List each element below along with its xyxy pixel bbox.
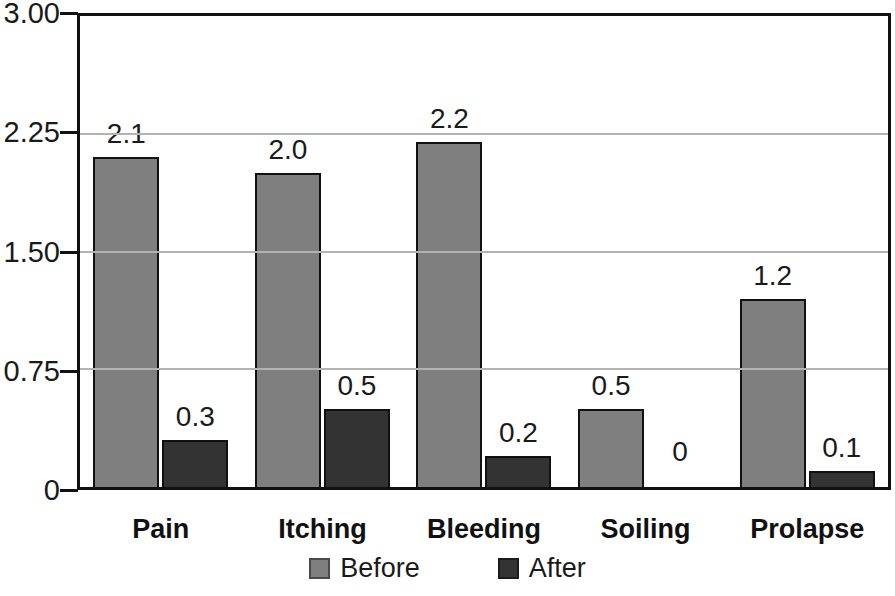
legend-item-after: After xyxy=(498,553,586,583)
bar-before-soiling xyxy=(578,409,644,487)
category-label-soiling: Soiling xyxy=(565,514,727,544)
gridline xyxy=(80,251,888,253)
plot-area: 2.10.32.00.52.20.20.501.20.1 xyxy=(77,13,891,490)
y-axis-tick-label: 2.25 xyxy=(0,117,60,147)
bar-after-prolapse xyxy=(809,471,875,487)
legend-swatch-after xyxy=(498,558,519,579)
legend-item-before: Before xyxy=(309,553,420,583)
legend-label-after: After xyxy=(529,553,586,583)
y-axis-tick-mark xyxy=(60,131,78,134)
legend: Before After xyxy=(0,553,895,583)
bar-before-bleeding xyxy=(416,142,482,487)
bar-after-itching xyxy=(324,409,390,487)
bar-after-pain xyxy=(162,440,228,487)
bar-value-label: 0.1 xyxy=(822,433,861,463)
y-axis-tick-label: 0 xyxy=(0,475,60,505)
grouped-bar-chart: 2.10.32.00.52.20.20.501.20.1 BeforeAfter… xyxy=(0,0,895,596)
y-axis-tick-mark xyxy=(60,370,78,373)
bar-value-label: 0.3 xyxy=(176,402,215,432)
y-axis-tick-label: 1.50 xyxy=(0,237,60,267)
category-label-prolapse: Prolapse xyxy=(726,514,888,544)
bar-before-pain xyxy=(93,157,159,487)
bar-value-label: 0.5 xyxy=(592,371,631,401)
category-label-itching: Itching xyxy=(242,514,404,544)
bar-value-label: 1.2 xyxy=(753,261,792,291)
bar-value-label: 0.5 xyxy=(337,371,376,401)
bar-after-bleeding xyxy=(485,456,551,487)
category-label-pain: Pain xyxy=(80,514,242,544)
y-axis-tick-mark xyxy=(60,12,78,15)
bar-before-prolapse xyxy=(740,299,806,487)
gridline xyxy=(80,133,888,135)
bar-value-label: 2.0 xyxy=(268,135,307,165)
y-axis-tick-mark xyxy=(60,489,78,492)
bar-value-label: 0 xyxy=(672,437,688,467)
gridline xyxy=(80,368,888,370)
bar-before-itching xyxy=(255,173,321,487)
y-axis-tick-mark xyxy=(60,251,78,254)
bar-value-label: 2.2 xyxy=(430,104,469,134)
bar-value-label: 0.2 xyxy=(499,418,538,448)
y-axis-tick-label: 0.75 xyxy=(0,356,60,386)
y-axis-tick-label: 3.00 xyxy=(0,0,60,28)
legend-swatch-before xyxy=(309,558,330,579)
category-label-bleeding: Bleeding xyxy=(403,514,565,544)
legend-label-before: Before xyxy=(340,553,420,583)
